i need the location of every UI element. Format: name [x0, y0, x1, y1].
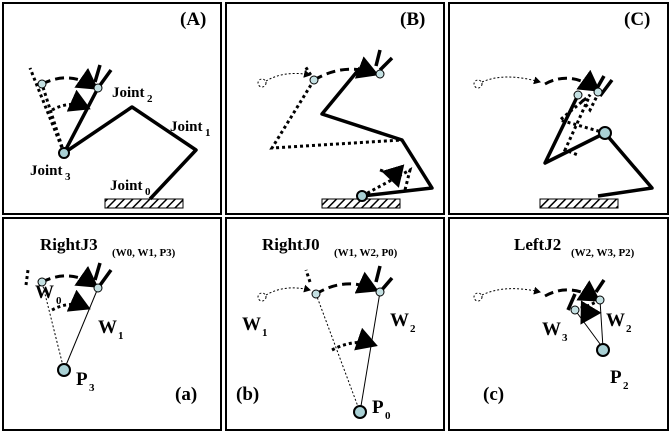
- panel-title-sub: (W2, W3, P2): [571, 247, 635, 259]
- joint-label: Joint: [110, 178, 143, 194]
- panel-frames: [3, 3, 668, 430]
- point-sub: 0: [56, 295, 62, 307]
- joint-sub: 1: [205, 127, 211, 139]
- joint-sub: 0: [145, 186, 151, 198]
- panel-title: RightJ3: [40, 235, 98, 254]
- panel-tag: (b): [236, 384, 259, 405]
- panel-title: LeftJ2: [514, 235, 561, 254]
- point-label: P: [372, 397, 384, 418]
- point-label: P: [76, 369, 88, 390]
- panel-label: (C): [624, 9, 650, 30]
- panel-title-sub: (W0, W1, P3): [112, 247, 176, 259]
- point-label: W: [35, 282, 54, 303]
- point-sub: 1: [118, 330, 124, 342]
- point-sub: 2: [410, 323, 416, 335]
- panel-tag: (c): [483, 384, 504, 405]
- panel-c-drawing: [474, 76, 652, 208]
- point-label: W: [542, 319, 561, 340]
- joint-label: Joint: [30, 163, 63, 179]
- joint-label: Joint: [170, 119, 203, 135]
- point-label: W: [242, 314, 261, 335]
- panel-title: RightJ0: [262, 235, 320, 254]
- panel-tag: (a): [175, 384, 197, 405]
- point-sub: 1: [262, 327, 268, 339]
- panel-b-detail: [258, 266, 392, 418]
- panel-b-drawing: [258, 50, 432, 208]
- panel-label: (B): [400, 9, 425, 30]
- point-sub: 2: [623, 380, 629, 392]
- joint-sub: 2: [147, 93, 153, 105]
- figure: (A) Joint2 Joint1 Joint3 Joint0 (B) (C) …: [0, 0, 671, 432]
- point-sub: 3: [89, 382, 95, 394]
- point-label: P: [610, 367, 622, 388]
- point-sub: 0: [385, 410, 391, 422]
- panel-label: (A): [180, 9, 206, 30]
- point-sub: 2: [626, 323, 632, 335]
- point-label: W: [606, 310, 625, 331]
- joint-label: Joint: [112, 85, 145, 101]
- joint-sub: 3: [65, 171, 71, 183]
- point-label: W: [98, 317, 117, 338]
- panel-title-sub: (W1, W2, P0): [334, 247, 398, 259]
- point-sub: 3: [562, 332, 568, 344]
- point-label: W: [390, 310, 409, 331]
- panel-c-detail: [474, 280, 609, 356]
